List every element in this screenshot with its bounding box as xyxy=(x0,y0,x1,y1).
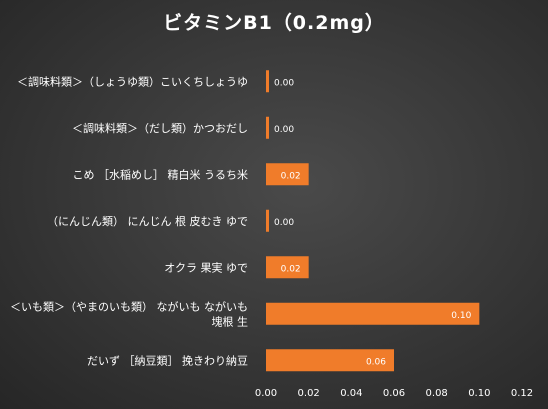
data-label: 0.00 xyxy=(274,78,294,88)
bar xyxy=(266,349,394,372)
x-tick-label: 0.00 xyxy=(255,388,277,399)
x-tick-label: 0.12 xyxy=(511,388,533,399)
bar xyxy=(266,256,309,279)
x-tick-label: 0.04 xyxy=(340,388,362,399)
data-label: 0.06 xyxy=(366,357,386,367)
bar xyxy=(266,209,269,232)
x-tick-label: 0.08 xyxy=(426,388,448,399)
x-tick-label: 0.02 xyxy=(298,388,320,399)
bar xyxy=(266,116,269,139)
data-label: 0.00 xyxy=(274,125,294,135)
category-label: ＜調味料類＞（しょうゆ類）こいくちしょうゆ xyxy=(17,74,248,88)
x-tick-label: 0.06 xyxy=(383,388,405,399)
category-label: （にんじん類） にんじん 根 皮むき ゆで xyxy=(47,214,248,228)
bar xyxy=(266,163,309,186)
category-label: だいず ［納豆類］ 挽きわり納豆 xyxy=(87,353,248,367)
category-label: ＜調味料類＞（だし類）かつおだし xyxy=(72,121,248,135)
category-label: オクラ 果実 ゆで xyxy=(164,260,248,274)
bar xyxy=(266,70,269,93)
bar xyxy=(266,302,480,325)
category-label: こめ ［水稲めし］ 精白米 うるち米 xyxy=(73,167,249,181)
category-label: ＜いも類＞（やまのいも類） ながいも ながいも塊根 生 xyxy=(10,299,248,328)
data-label: 0.02 xyxy=(281,264,301,274)
data-label: 0.00 xyxy=(274,218,294,228)
data-label: 0.10 xyxy=(451,311,471,321)
chart-title: ビタミンB1（0.2mg） xyxy=(163,12,385,34)
data-label: 0.02 xyxy=(281,171,301,181)
x-tick-label: 0.10 xyxy=(468,388,490,399)
